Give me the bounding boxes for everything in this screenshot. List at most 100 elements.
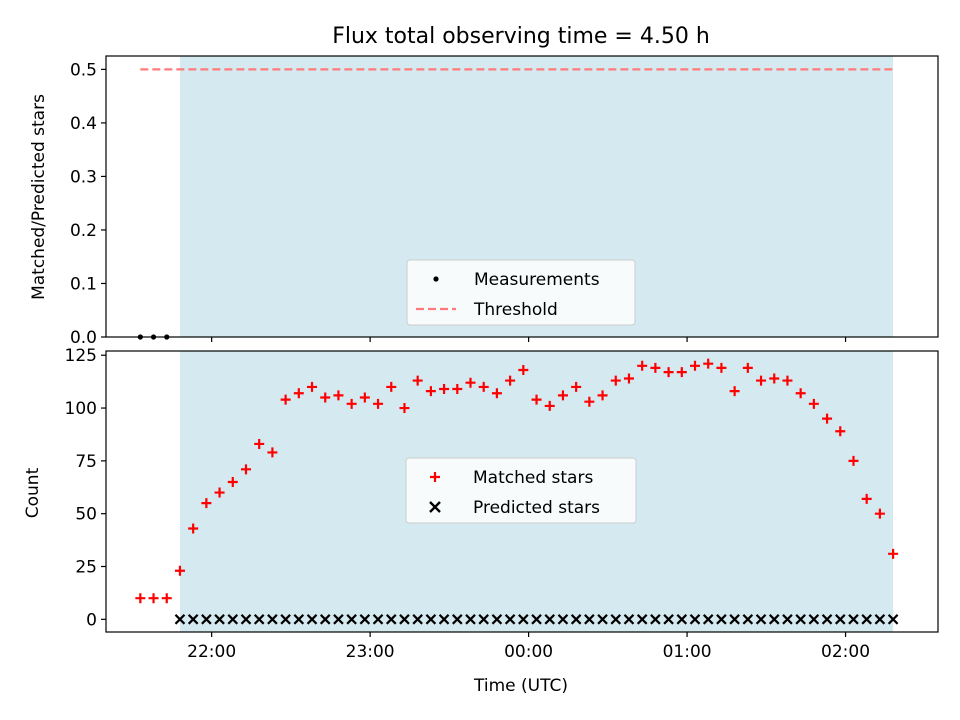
predicted-star-point [346,614,357,625]
matched-star-point [148,593,159,604]
matched-star-point [491,388,502,399]
predicted-star-point [372,614,384,625]
matched-star-point [835,426,846,437]
predicted-star-point [240,614,252,625]
matched-star-point [188,523,199,534]
matched-star-point [716,362,727,373]
predicted-star-point [504,614,516,625]
matched-star-point [729,386,740,397]
y-tick-label: 75 [75,452,97,472]
predicted-star-point [518,614,529,625]
matched-star-point [478,381,489,392]
matched-star-point [240,464,251,475]
matched-star-point [742,362,753,373]
predicted-star-point [293,614,305,625]
matched-star-point [769,373,780,384]
legend-label: Matched stars [473,468,593,488]
matched-star-point [703,358,714,369]
matched-star-point [359,392,370,403]
y-tick-label: 0.3 [70,167,97,187]
predicted-star-point [874,614,886,625]
predicted-star-point [782,614,793,625]
y-tick-label: 0 [86,610,97,630]
matched-star-point [439,384,450,395]
matched-star-point [861,493,872,504]
y-tick-label: 25 [75,558,97,578]
matched-star-point [280,394,291,405]
predicted-star-point [544,614,556,625]
predicted-star-point [280,614,291,625]
predicted-star-point [636,614,648,625]
predicted-star-point [253,614,265,625]
matched-star-point [452,384,463,395]
predicted-star-point [848,614,859,625]
predicted-star-point [452,614,463,625]
predicted-star-point [306,614,318,625]
predicted-star-point [861,614,872,625]
predicted-star-point [359,614,371,625]
matched-star-point [663,367,674,378]
matched-star-point [425,386,436,397]
matched-star-point [346,398,357,409]
predicted-star-point [201,614,212,625]
matched-star-point [676,367,687,378]
matched-star-point [518,365,529,376]
top-y-axis-label: Matched/Predicted stars [29,94,49,300]
predicted-star-point [729,614,740,625]
axes-frame [105,350,939,633]
matched-star-point [756,375,767,386]
axes-frame [105,55,939,338]
matched-star-point [531,394,542,405]
predicted-star-point [887,614,899,625]
matched-star-point [782,375,793,386]
legend-plus-marker [430,472,440,482]
top-panel: 0.0 0.1 0.2 0.3 0.4 0.5 Measurements Threshold [70,55,939,348]
matched-star-point [637,360,648,371]
legend-box [405,457,637,524]
y-tick-label: 0.5 [70,60,97,80]
predicted-star-point [319,614,331,625]
y-tick-label: 0.4 [70,114,97,134]
matched-star-point [623,373,634,384]
y-tick-label: 0.2 [70,221,97,241]
legend-label: Predicted stars [473,498,600,518]
series-predicted-stars [174,614,899,625]
predicted-star-point [187,614,199,625]
predicted-star-point [425,614,437,625]
predicted-star-point [267,614,278,625]
matched-star-point [227,476,238,487]
matched-star-point [174,565,185,576]
predicted-star-point [650,614,661,625]
legend-label: Threshold [473,300,558,320]
x-axis-label: Time (UTC) [473,676,568,696]
bottom-y-axis-label: Count [23,467,43,518]
matched-star-point [201,498,212,509]
legend-label: Measurements [474,270,600,290]
x-tick-label: 02:00 [821,642,870,662]
matched-star-point [571,381,582,392]
predicted-star-point [465,614,476,625]
matched-star-point [795,388,806,399]
chart-title: Flux total observing time = 4.50 h [332,24,710,49]
x-tick-label: 23:00 [346,642,395,662]
matched-star-point [267,447,278,458]
predicted-star-point [227,614,239,625]
matched-star-point [874,508,885,519]
y-tick-label: 0.1 [70,274,97,294]
matched-star-point [333,390,344,401]
y-tick-label: 100 [65,399,97,419]
predicted-star-point [385,614,397,625]
predicted-star-point [557,614,569,625]
matched-star-point [465,377,476,388]
predicted-star-point [584,614,595,625]
matched-star-point [505,375,516,386]
predicted-star-point [399,614,410,625]
matched-star-point [254,438,265,449]
matched-star-point [808,398,819,409]
predicted-star-point [214,614,225,625]
predicted-star-point [623,614,635,625]
predicted-star-point [834,614,846,625]
matched-star-point [584,396,595,407]
matched-star-point [822,413,833,424]
